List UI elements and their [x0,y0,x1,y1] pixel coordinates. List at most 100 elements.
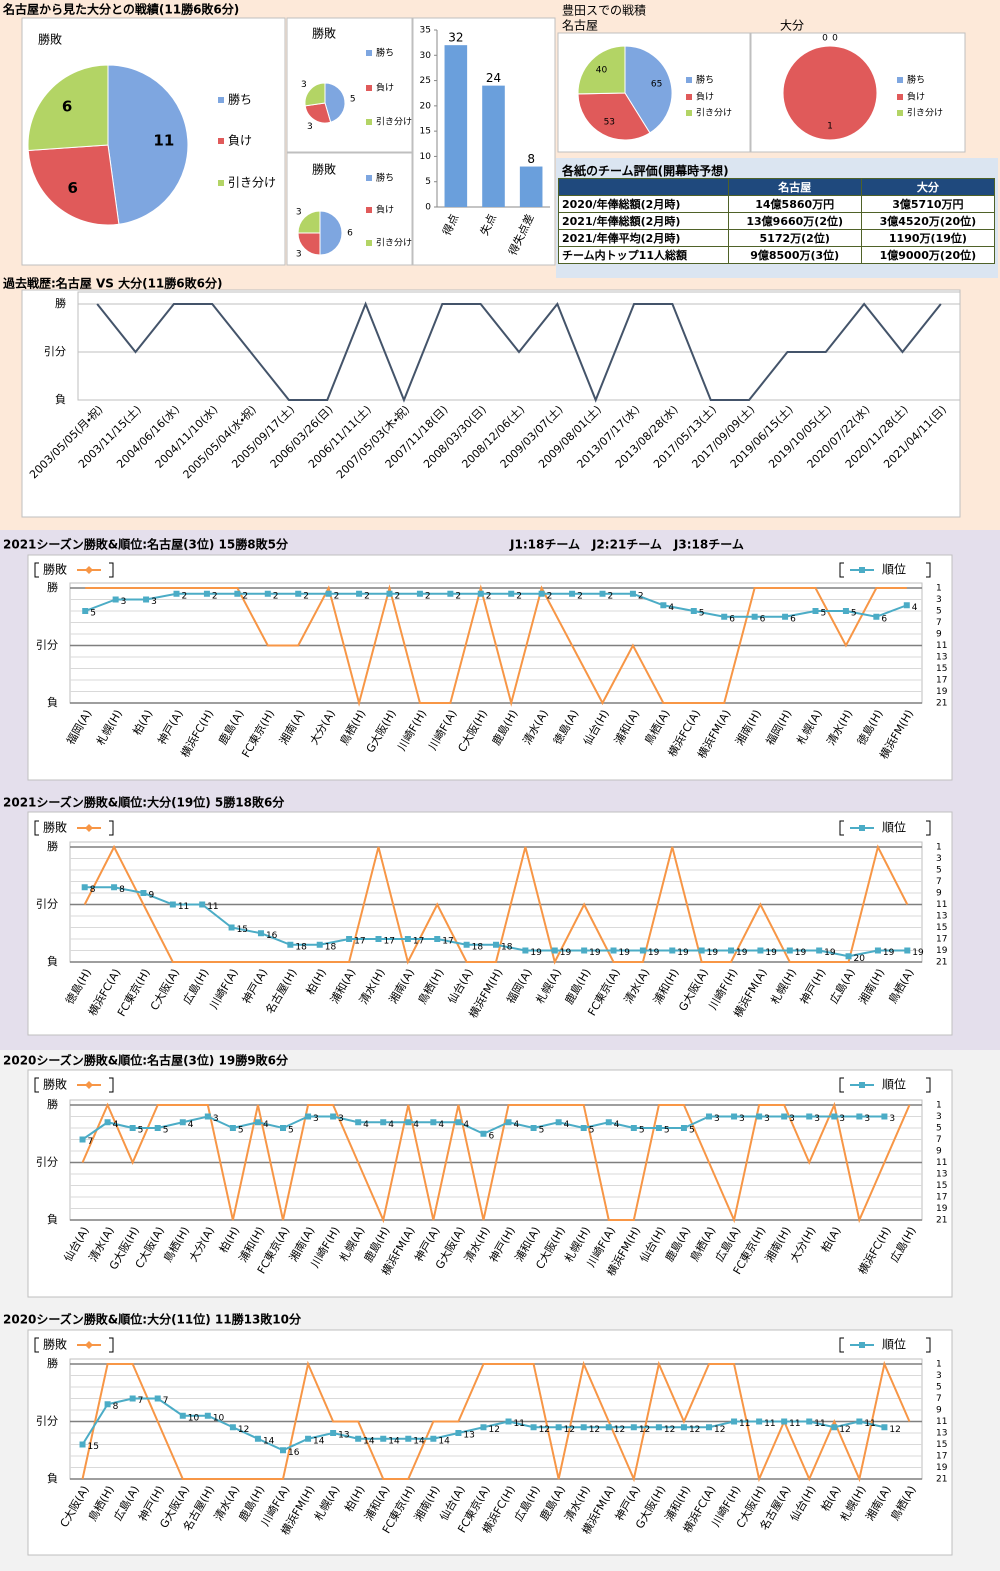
corner-cell [558,178,729,196]
rank-marker [605,1119,612,1126]
value-label: 12 [488,1425,499,1435]
pie-slice [304,102,332,124]
legend-bracket [109,1077,114,1093]
rank-marker [569,590,576,597]
value-label: 14 [363,1436,375,1446]
y2-tick-label: 15 [936,1440,947,1450]
pie-label: 0 [832,34,838,44]
value-label: 4 [188,1120,194,1130]
value-label: 24 [486,71,501,85]
value-label: 3 [151,597,157,607]
legend-swatch [897,77,903,83]
rank-marker [874,947,881,954]
legend-label: 引き分け [696,108,732,119]
value-label: 4 [388,1120,394,1130]
legend-label: 勝ち [907,74,925,86]
chart-box [286,152,413,266]
value-label: 3 [338,1114,344,1124]
value-label: 5 [90,609,96,619]
row-header: 2021/年俸平均(2月時) [558,229,729,247]
table-row: 2020/年俸総額(2月時) 14億5860万円 3億5710万円 [558,195,996,213]
rank-marker [731,1113,738,1120]
y2-tick-label: 5 [936,607,942,617]
rank-marker [204,1113,211,1120]
y2-tick-label: 17 [936,1452,947,1462]
rank-marker [154,1125,161,1131]
y-tick-label: 勝 [47,839,58,853]
y-tick-label: 負 [47,1213,58,1226]
value-label: 4 [438,1120,444,1130]
value-label: 14 [413,1436,425,1446]
value-label: 19 [795,948,807,958]
value-label: 18 [325,942,337,952]
value-label: 3 [889,1114,895,1124]
y-tick-label: 引分 [44,344,66,358]
rank-marker [816,947,823,954]
y-tick-label: 5 [425,177,431,187]
rank-marker [757,947,764,954]
y2-tick-label: 19 [936,687,948,697]
y2-tick-label: 11 [936,1417,947,1427]
rank-marker [203,590,210,597]
rank-marker [129,1395,136,1402]
value-label: 12 [839,1425,850,1435]
y2-tick-label: 9 [936,1147,942,1157]
rank-marker [655,1125,662,1131]
rank-marker [79,1136,86,1143]
rank-marker [721,613,728,620]
series-line [96,301,942,403]
y2-tick-label: 1 [936,1101,942,1111]
value-label: 4 [113,1120,119,1130]
value-label: 5 [589,1126,595,1136]
value-label: 19 [648,948,660,958]
legend-marker [85,1081,93,1089]
rank-marker [856,1418,863,1425]
chart-box [27,1329,953,1556]
row-header: 2020/年俸総額(2月時) [558,195,729,213]
pie-slice [324,82,346,123]
value-label: 2 [486,591,492,601]
rank-marker [522,947,529,954]
legend-label: 順位 [882,1338,906,1352]
rank-marker [845,953,852,960]
legend-marker [85,566,93,574]
legend-label: 引き分け [228,176,276,190]
value-label: 7 [88,1137,94,1147]
pie-label: 40 [596,65,608,75]
value-label: 18 [472,942,484,952]
legend-label: 引き分け [907,108,943,119]
y2-tick-label: 13 [936,1429,947,1439]
y2-tick-label: 1 [936,584,942,594]
value-label: 4 [413,1120,419,1130]
table: 名古屋 大分 2020/年俸総額(2月時) 14億5860万円 3億5710万円 20… [558,178,996,264]
value-label: 11 [514,1419,525,1429]
legend-label: 勝ち [696,74,714,86]
pie-label: 1 [827,121,833,131]
value-label: 8 [527,152,535,166]
rank-marker [903,602,910,609]
rank-marker [355,1435,362,1442]
chart-title: 2020シーズン勝敗&順位:大分(11位) 11勝13敗10分 [3,1312,302,1327]
rank-marker [405,1119,412,1126]
value-label: 12 [714,1425,725,1435]
rank-marker [706,1424,712,1431]
rank-marker [786,947,793,954]
value-label: 17 [354,937,365,947]
y2-tick-label: 17 [936,1193,947,1203]
value-label: 2 [577,591,583,601]
rank-marker [756,1113,763,1120]
pie-label: 3 [307,122,313,132]
rank-marker [229,1125,236,1131]
value-label: 5 [539,1126,545,1136]
table-row: 2021/年俸総額(2月時) 13億9660万(2位) 3億4520万(20位) [558,212,996,230]
value-label: 4 [263,1120,269,1130]
table-cell: 3億5710万円 [860,195,996,213]
value-label: 11 [207,902,218,912]
legend-bracket [109,562,114,578]
legend-swatch [366,50,372,56]
rank-marker [179,1119,186,1126]
legend-bracket [926,820,931,836]
value-label: 14 [438,1436,450,1446]
y2-tick-label: 7 [936,877,942,887]
rank-marker [325,590,332,597]
